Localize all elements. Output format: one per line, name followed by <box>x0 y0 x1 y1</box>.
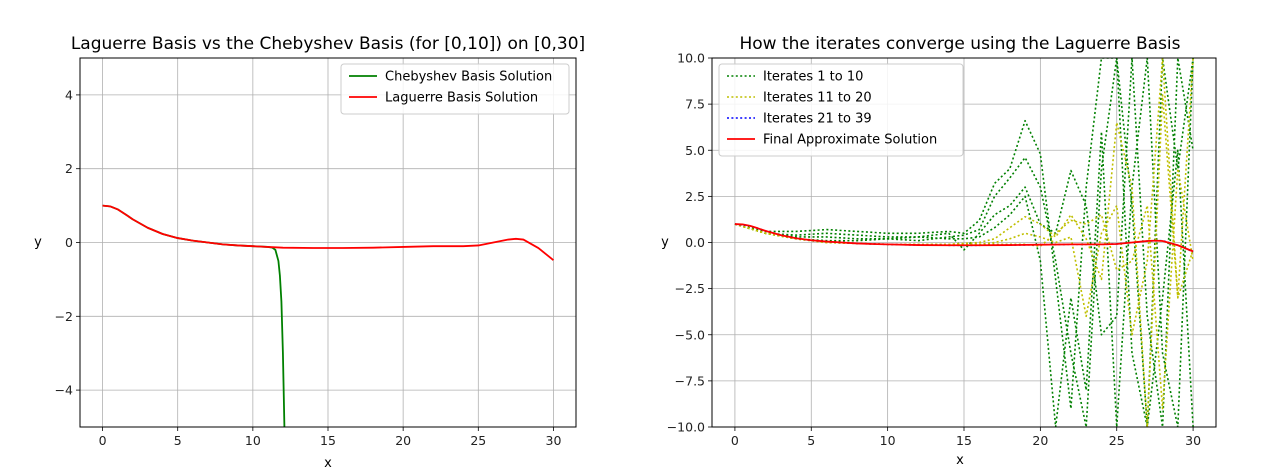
y-tick-label: −2 <box>55 309 73 324</box>
x-tick-label: 15 <box>956 433 972 448</box>
series-line-iterates-1-to-10 <box>734 58 1194 427</box>
legend-box <box>340 63 570 115</box>
x-tick-label: 5 <box>807 433 815 448</box>
chart-title: Laguerre Basis vs the Chebyshev Basis (f… <box>71 34 585 54</box>
y-tick-label: −7.5 <box>675 373 705 388</box>
y-axis-label: y <box>661 235 669 250</box>
x-tick-label: 20 <box>395 433 411 448</box>
series-lines <box>734 58 1194 427</box>
y-tick-label: 2 <box>65 161 73 176</box>
legend-entry-iterates-11-to-20: Iterates 11 to 20 <box>763 91 872 106</box>
x-tick-label: 5 <box>174 433 182 448</box>
legend-entry-iterates-1-to-10: Iterates 1 to 10 <box>763 70 863 85</box>
x-tick-label: 25 <box>470 433 486 448</box>
x-axis-label: x <box>956 453 964 468</box>
series-lines <box>102 204 555 427</box>
series-line-iterates-1-to-10 <box>734 58 1194 427</box>
y-tick-label: −5.0 <box>675 327 705 342</box>
y-axis-label: y <box>34 235 42 250</box>
series-line-iterates-11-to-20 <box>734 94 1194 427</box>
y-tick-label: 2.5 <box>685 189 705 204</box>
legend-entry-laguerre-basis-solution: Laguerre Basis Solution <box>385 91 538 106</box>
x-tick-label: 10 <box>245 433 261 448</box>
chart-title: How the iterates converge using the Lagu… <box>739 34 1180 54</box>
y-tick-label: 7.5 <box>685 97 705 112</box>
y-tick-label: 10.0 <box>677 51 705 66</box>
x-tick-label: 25 <box>1109 433 1125 448</box>
legend-entry-chebyshev-basis-solution: Chebyshev Basis Solution <box>385 70 552 85</box>
chart-iterates-convergence: How the iterates converge using the Lagu… <box>661 34 1217 468</box>
y-tick-label: 5.0 <box>685 143 705 158</box>
y-tick-label: 0.0 <box>685 235 705 250</box>
legend-entry-final-approximate-solution: Final Approximate Solution <box>763 133 937 148</box>
axis-ticks: 0 5 10 15 20 25 30 −10.0 −7.5 −5.0 −2.5 0.0 2.5 5.0 7.… <box>667 51 1201 449</box>
y-tick-label: −4 <box>55 383 73 398</box>
x-tick-label: 20 <box>1032 433 1048 448</box>
legend: Iterates 1 to 10 Iterates 11 to 20 Iterate… <box>718 63 964 157</box>
series-line-laguerre-basis-solution <box>102 204 555 261</box>
series-line-final-approximate-solution <box>734 223 1194 253</box>
legend-entry-iterates-21-to-39: Iterates 21 to 39 <box>763 112 872 127</box>
legend-box <box>718 63 964 157</box>
x-tick-label: 0 <box>731 433 739 448</box>
x-axis-label: x <box>324 456 332 470</box>
x-tick-label: 15 <box>320 433 336 448</box>
chart-laguerre-vs-chebyshev: Laguerre Basis vs the Chebyshev Basis (f… <box>34 34 585 470</box>
x-tick-label: 10 <box>880 433 896 448</box>
y-tick-label: 4 <box>65 87 73 102</box>
legend: Chebyshev Basis Solution Laguerre Basis S… <box>340 63 570 115</box>
x-tick-label: 30 <box>546 433 562 448</box>
x-tick-label: 0 <box>99 433 107 448</box>
x-tick-label: 30 <box>1185 433 1201 448</box>
y-tick-label: −10.0 <box>667 420 705 435</box>
y-tick-label: −2.5 <box>675 281 705 296</box>
y-tick-label: 0 <box>65 235 73 250</box>
axis-ticks: 0 5 10 15 20 25 30 −4 −2 0 2 4 <box>55 87 562 448</box>
series-line-iterates-1-to-10 <box>734 58 1194 427</box>
